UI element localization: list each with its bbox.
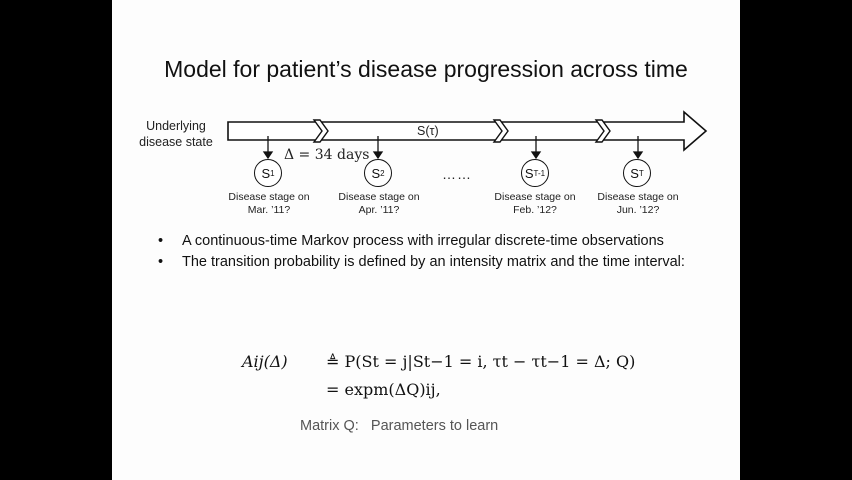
- arrow-break-1: [312, 119, 329, 143]
- observation-arrows: [262, 136, 644, 160]
- bullet-dot: •: [158, 233, 164, 249]
- slide-title: Model for patient’s disease progression …: [164, 56, 688, 82]
- state-caption-t-minus-1: Disease stage on Feb. ’12?: [494, 191, 576, 216]
- underlying-state-label: Underlying disease state: [139, 119, 213, 149]
- arrow-break-2: [492, 119, 509, 143]
- equation-lhs: Aij(Δ): [242, 352, 288, 371]
- delta-label: Δ = 34 days: [284, 147, 370, 163]
- bullet-item: • A continuous-time Markov process with …: [158, 233, 664, 249]
- arrow-break-3: [594, 119, 611, 143]
- timeline-diagram: [227, 110, 708, 160]
- ellipsis: ……: [442, 166, 472, 182]
- state-caption-1: Disease stage on Mar. ’11?: [228, 191, 310, 216]
- matrix-note: Matrix Q: Parameters to learn: [300, 418, 499, 434]
- slide: Model for patient’s disease progression …: [112, 0, 740, 480]
- underlying-state-arrow: [227, 110, 708, 152]
- equation-line-1: ≜ P(St = j|St−1 = i, τt − τt−1 = Δ; Q): [326, 352, 636, 371]
- equation-line-2: = expm(ΔQ)ij,: [326, 380, 441, 399]
- bullet-list: • A continuous-time Markov process with …: [154, 232, 734, 274]
- bullet-dot: •: [158, 254, 164, 270]
- state-caption-t: Disease stage on Jun. ’12?: [597, 191, 679, 216]
- process-label: S(τ): [417, 124, 439, 138]
- state-caption-2: Disease stage on Apr. ’11?: [338, 191, 420, 216]
- state-node-t-minus-1: S T-1: [521, 159, 549, 187]
- bullet-item: • The transition probability is defined …: [158, 254, 685, 270]
